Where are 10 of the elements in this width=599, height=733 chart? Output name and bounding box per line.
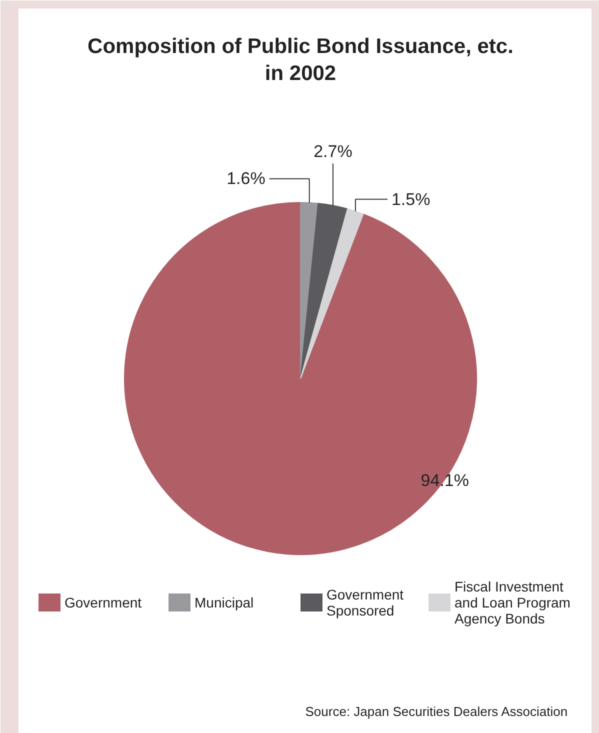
legend-label: Government: [64, 594, 142, 610]
data-label: 1.5%: [391, 190, 430, 209]
legend-label: Fiscal Investment and Loan Program Agency Bonds: [454, 578, 570, 626]
category-label: Sponsored: [326, 602, 394, 618]
legend-label: Municipal: [194, 594, 254, 610]
data-label: 2.7%: [314, 142, 352, 162]
chart-title: Composition of Public Bond Issuance, etc. in 2002: [88, 35, 514, 85]
data-label: 1.6%: [226, 169, 266, 188]
slice-label: Government: [326, 586, 404, 602]
source-note: Source: Japan Securities Dealers Association: [305, 704, 568, 719]
